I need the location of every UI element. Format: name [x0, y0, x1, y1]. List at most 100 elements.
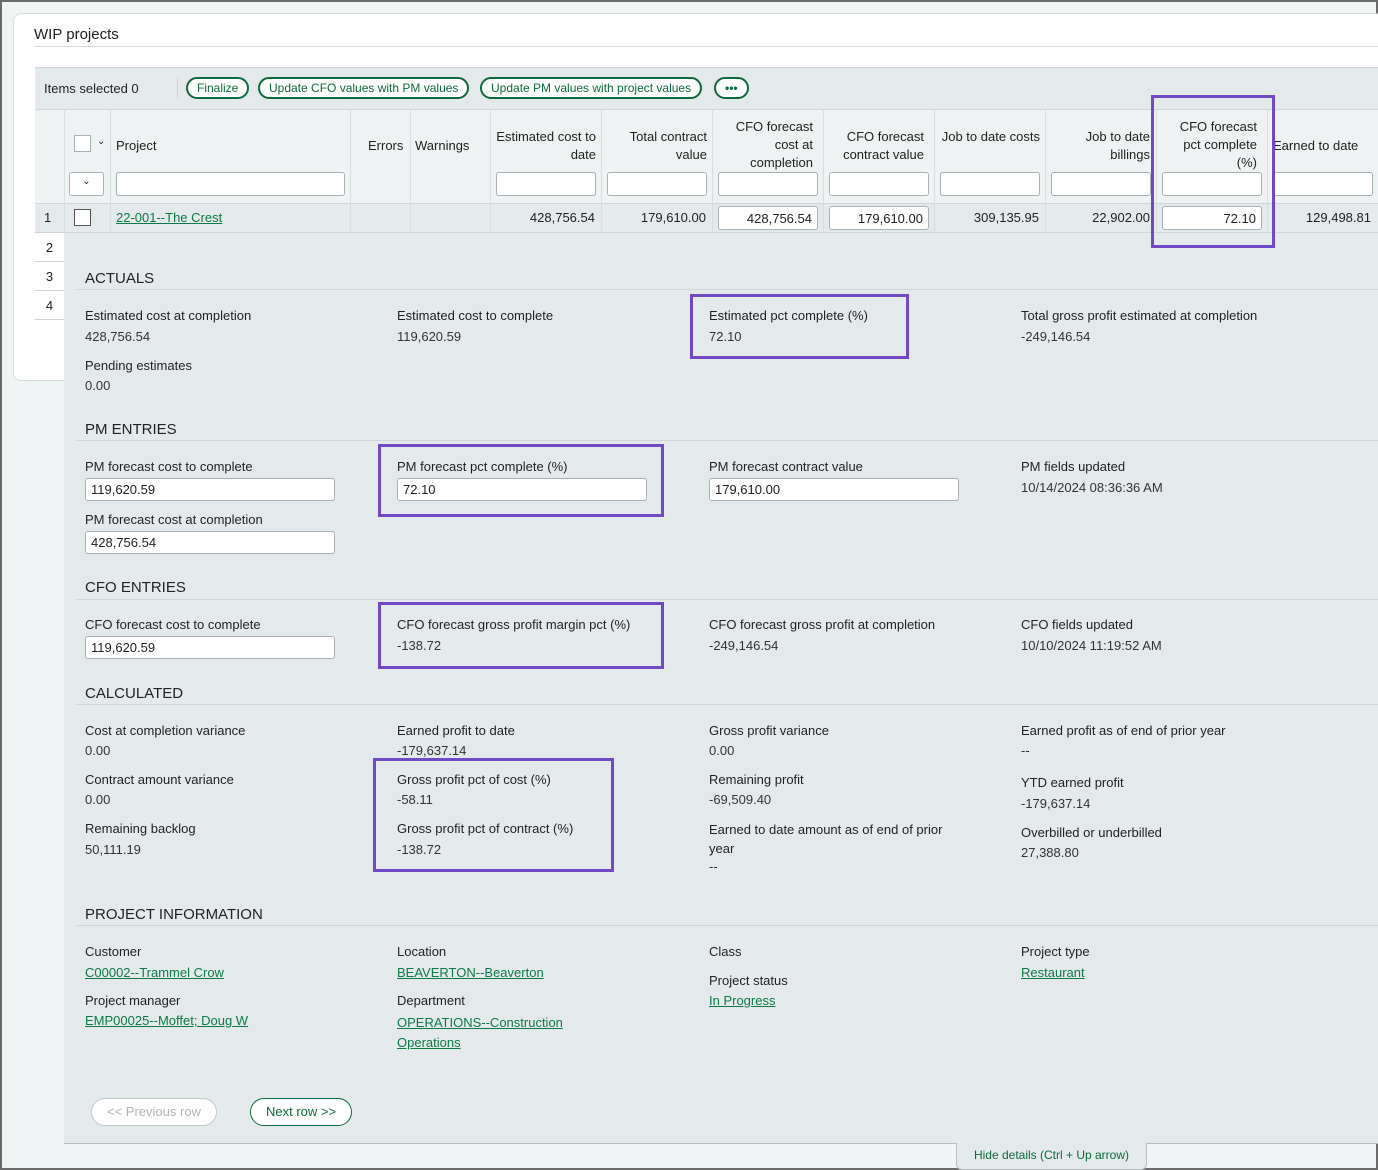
field-label: Gross profit variance — [709, 723, 829, 738]
chevron-down-icon[interactable]: ⌄ — [97, 136, 106, 147]
field-label: Remaining profit — [709, 772, 804, 787]
field-value: 50,111.19 — [85, 842, 141, 857]
filter-input[interactable] — [1051, 172, 1151, 196]
page-title: WIP projects — [34, 26, 119, 43]
column-header-cfo-contract[interactable]: CFO forecast contract value — [843, 129, 924, 162]
cfo-contract-input[interactable]: 179,610.00 — [829, 206, 929, 230]
table-row[interactable] — [35, 203, 1378, 233]
select-all-checkbox[interactable] — [74, 135, 91, 152]
field-label: Department — [397, 993, 465, 1008]
field-label: YTD earned profit — [1021, 775, 1124, 790]
field-label: Estimated cost to complete — [397, 308, 554, 323]
row-number[interactable]: 3 — [35, 262, 64, 291]
section-heading-actuals: ACTUALS — [85, 270, 155, 287]
total-contract-cell: 179,610.00 — [640, 210, 706, 225]
column-header-est-cost[interactable]: Estimated cost to date — [496, 129, 596, 162]
filter-dropdown[interactable]: ⌄ — [69, 172, 104, 196]
cfo-cost-to-complete-input[interactable]: 119,620.59 — [85, 636, 335, 659]
field-label: Gross profit pct of contract (%) — [397, 821, 574, 836]
field-label: Contract amount variance — [85, 772, 234, 787]
field-value: -138.72 — [397, 842, 442, 857]
field-label: Estimated pct complete (%) — [709, 308, 868, 323]
pm-cost-at-completion-input[interactable]: 428,756.54 — [85, 531, 335, 554]
field-label: Customer — [85, 944, 142, 959]
field-value: 0.00 — [85, 743, 111, 758]
field-label: Estimated cost at completion — [85, 308, 252, 323]
jtd-costs-cell: 309,135.95 — [973, 210, 1039, 225]
field-value: -- — [1021, 743, 1030, 758]
field-label: Cost at completion variance — [85, 723, 246, 738]
previous-row-button[interactable]: << Previous row — [91, 1098, 217, 1126]
field-value: 0.00 — [85, 378, 111, 393]
divider — [177, 77, 178, 99]
filter-input[interactable] — [607, 172, 707, 196]
column-header-cfo-cost[interactable]: CFO forecast cost at completion — [735, 119, 813, 170]
location-link[interactable]: BEAVERTON--Beaverton — [397, 965, 544, 980]
project-link[interactable]: 22-001--The Crest — [116, 210, 223, 225]
filter-input[interactable] — [829, 172, 929, 196]
column-header-errors[interactable]: Errors — [368, 138, 404, 153]
field-label: Class — [709, 944, 742, 959]
section-heading-cfo: CFO ENTRIES — [85, 579, 186, 596]
column-header-cfo-pct[interactable]: CFO forecast pct complete (%) — [1179, 119, 1257, 170]
field-label: CFO forecast cost to complete — [85, 617, 261, 632]
pm-cost-to-complete-input[interactable]: 119,620.59 — [85, 478, 335, 501]
project-filter[interactable] — [116, 172, 345, 196]
field-label: Earned profit to date — [397, 723, 515, 738]
update-pm-button[interactable]: Update PM values with project values — [480, 77, 703, 99]
filter-input[interactable] — [1273, 172, 1373, 196]
column-header-total-contract[interactable]: Total contract value — [629, 129, 707, 162]
field-label: CFO forecast gross profit margin pct (%) — [397, 617, 631, 632]
field-value: 10/10/2024 11:19:52 AM — [1021, 638, 1162, 653]
field-value: 0.00 — [85, 792, 111, 807]
highlight-box — [690, 294, 909, 359]
field-value: -- — [709, 859, 718, 874]
filter-input[interactable] — [1162, 172, 1262, 196]
details-panel — [64, 233, 1378, 1144]
department-link[interactable]: OPERATIONS--Construction Operations — [397, 1015, 563, 1050]
section-heading-pm: PM ENTRIES — [85, 421, 177, 438]
project-manager-link[interactable]: EMP00025--Moffet; Doug W — [85, 1013, 249, 1028]
field-value: -249,146.54 — [709, 638, 779, 653]
project-status-link[interactable]: In Progress — [709, 993, 776, 1008]
row-checkbox[interactable] — [74, 209, 91, 226]
pm-pct-complete-input[interactable]: 72.10 — [397, 478, 647, 501]
hide-details-tab[interactable]: Hide details (Ctrl + Up arrow) — [956, 1143, 1147, 1170]
update-cfo-button[interactable]: Update CFO values with PM values — [258, 77, 470, 99]
column-header-project[interactable]: Project — [116, 138, 157, 153]
project-type-link[interactable]: Restaurant — [1021, 965, 1085, 980]
field-label: Project manager — [85, 993, 181, 1008]
column-header-jtd-billings[interactable]: Job to date billings — [1085, 129, 1150, 162]
filter-input[interactable] — [940, 172, 1040, 196]
field-label: PM forecast contract value — [709, 459, 863, 474]
column-header-jtd-costs[interactable]: Job to date costs — [941, 129, 1040, 144]
est-cost-cell: 428,756.54 — [529, 210, 595, 225]
field-value: 119,620.59 — [397, 329, 462, 344]
field-label: Overbilled or underbilled — [1021, 825, 1162, 840]
pm-contract-value-input[interactable]: 179,610.00 — [709, 478, 959, 501]
field-value: -138.72 — [397, 638, 442, 653]
highlight-box — [1151, 95, 1275, 248]
row-number[interactable]: 2 — [35, 233, 64, 262]
more-actions-button[interactable]: ••• — [714, 77, 749, 99]
filter-input[interactable] — [718, 172, 818, 196]
cfo-cost-input[interactable]: 428,756.54 — [718, 206, 818, 230]
highlight-box — [378, 602, 664, 669]
cfo-pct-input[interactable]: 72.10 — [1162, 206, 1262, 230]
filter-input[interactable] — [496, 172, 596, 196]
finalize-button[interactable]: Finalize — [186, 77, 250, 99]
customer-link[interactable]: C00002--Trammel Crow — [85, 965, 224, 980]
field-label: Pending estimates — [85, 358, 192, 373]
field-label: PM forecast pct complete (%) — [397, 459, 568, 474]
field-label: CFO fields updated — [1021, 617, 1134, 632]
field-label: Earned to date amount as of end of prior… — [709, 822, 943, 856]
field-value: -179,637.14 — [1021, 796, 1091, 811]
next-row-button[interactable]: Next row >> — [250, 1098, 353, 1126]
field-label: PM forecast cost to complete — [85, 459, 253, 474]
row-number[interactable]: 4 — [35, 291, 64, 320]
column-header-warnings[interactable]: Warnings — [415, 138, 470, 153]
column-header-earned[interactable]: Earned to date — [1273, 138, 1359, 153]
field-label: Remaining backlog — [85, 821, 196, 836]
field-label: PM forecast cost at completion — [85, 512, 263, 527]
jtd-billings-cell: 22,902.00 — [1092, 210, 1150, 225]
